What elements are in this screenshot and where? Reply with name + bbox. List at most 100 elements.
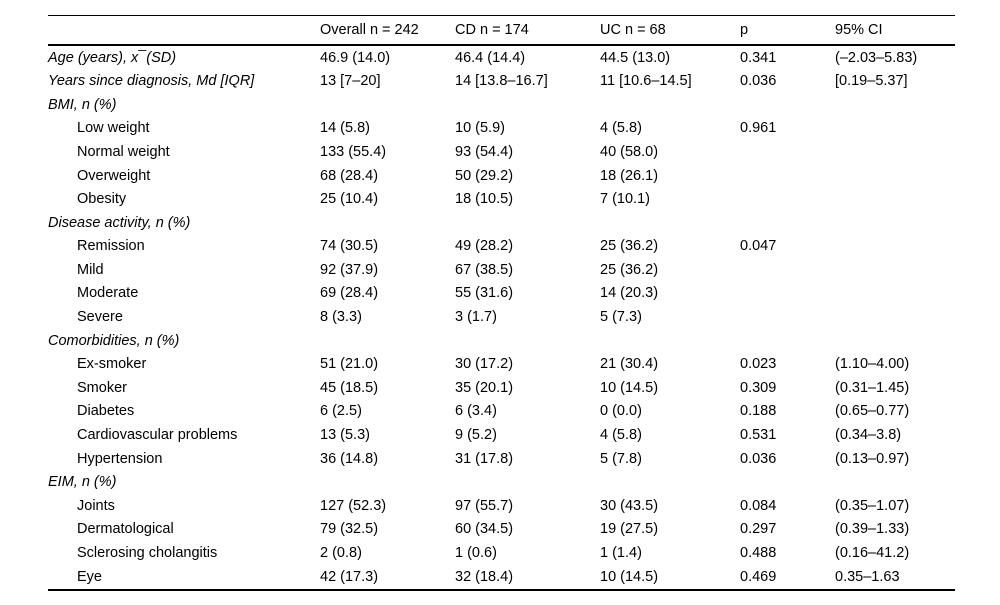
table-row: Comorbidities, n (%) <box>48 329 955 353</box>
cell-value <box>600 329 740 353</box>
cell-value <box>320 93 455 117</box>
cell-value <box>835 235 955 259</box>
cell-value: (0.16–41.2) <box>835 545 910 562</box>
cell-value <box>740 164 835 188</box>
cell-value: 67 (38.5) <box>455 261 514 278</box>
row-label: Comorbidities, n (%) <box>48 332 180 349</box>
table-row: BMI, n (%) <box>48 93 955 117</box>
cell-value: 25 (10.4) <box>320 191 379 208</box>
cell-value: 14 (20.3) <box>600 285 659 302</box>
cell-value: (0.35–1.07) <box>835 497 910 514</box>
cell-value: 0.297 <box>740 521 777 538</box>
cell-value: 21 (30.4) <box>600 356 659 373</box>
table-row: Sclerosing cholangitis 2 (0.8) 1 (0.6) 1 (1… <box>48 541 955 565</box>
cell-value <box>740 306 835 330</box>
row-label: Disease activity, n (%) <box>48 214 191 231</box>
row-label: Sclerosing cholangitis <box>77 545 218 562</box>
cell-value <box>835 140 955 164</box>
cell-value <box>835 164 955 188</box>
cell-value <box>600 93 740 117</box>
cell-value: 25 (36.2) <box>600 261 659 278</box>
cell-value <box>740 93 835 117</box>
cell-value <box>455 329 600 353</box>
row-label: Years since diagnosis, Md [IQR] <box>48 73 255 90</box>
cell-value <box>835 211 955 235</box>
cell-value: 4 (5.8) <box>600 427 642 444</box>
cell-value: 10 (5.9) <box>455 120 505 137</box>
row-label: Eye <box>48 565 320 591</box>
table-row: Low weight 14 (5.8) 10 (5.9) 4 (5.8) 0.961 <box>48 117 955 141</box>
row-label: Obesity <box>77 191 127 208</box>
cell-value: 2 (0.8) <box>320 545 362 562</box>
cell-value: (0.65–0.77) <box>835 403 910 420</box>
row-label: BMI, n (%) <box>48 96 117 113</box>
cell-value: 32 (18.4) <box>455 565 600 591</box>
row-label: Moderate <box>77 285 139 302</box>
cell-value: 0.469 <box>740 565 835 591</box>
cell-value <box>455 211 600 235</box>
patient-characteristics-table: Overall n = 242 CD n = 174 UC n = 68 p 9… <box>48 15 955 591</box>
cell-value: 50 (29.2) <box>455 167 514 184</box>
cell-value: 6 (2.5) <box>320 403 362 420</box>
cell-value: 19 (27.5) <box>600 521 659 538</box>
cell-value: 46.4 (14.4) <box>455 49 526 66</box>
cell-value: [0.19–5.37] <box>835 73 908 90</box>
row-label: Low weight <box>77 120 150 137</box>
table-row: Smoker 45 (18.5) 35 (20.1) 10 (14.5) 0.309 (0… <box>48 376 955 400</box>
row-label: Cardiovascular problems <box>77 427 238 444</box>
cell-value: (0.39–1.33) <box>835 521 910 538</box>
cell-value <box>740 211 835 235</box>
cell-value: 14 (5.8) <box>320 120 370 137</box>
table-row: Joints 127 (52.3) 97 (55.7) 30 (43.5) 0.084 (… <box>48 494 955 518</box>
cell-value: 68 (28.4) <box>320 167 379 184</box>
cell-value <box>740 140 835 164</box>
column-header-overall: Overall n = 242 <box>320 15 455 46</box>
table-row: Eye 42 (17.3) 32 (18.4) 10 (14.5) 0.469 0.35–… <box>48 565 955 591</box>
column-header-ci: 95% CI <box>835 15 955 46</box>
cell-value <box>835 93 955 117</box>
cell-value: 74 (30.5) <box>320 238 379 255</box>
cell-value <box>740 258 835 282</box>
cell-value: 13 (5.3) <box>320 427 370 444</box>
table-row: Ex-smoker 51 (21.0) 30 (17.2) 21 (30.4) 0.02… <box>48 353 955 377</box>
table-row: Moderate 69 (28.4) 55 (31.6) 14 (20.3) <box>48 282 955 306</box>
cell-value <box>835 329 955 353</box>
cell-value <box>740 188 835 212</box>
row-label: Joints <box>77 497 115 514</box>
column-header-p: p <box>740 15 835 46</box>
row-label: Dermatological <box>77 521 174 538</box>
row-label: EIM, n (%) <box>48 474 117 491</box>
cell-value: 4 (5.8) <box>600 120 642 137</box>
row-label: Normal weight <box>77 143 170 160</box>
cell-value: 93 (54.4) <box>455 143 514 160</box>
cell-value: 11 [10.6–14.5] <box>600 73 692 90</box>
cell-value: 51 (21.0) <box>320 356 379 373</box>
column-header-uc: UC n = 68 <box>600 15 740 46</box>
row-label: Ex-smoker <box>77 356 147 373</box>
table-row: Remission 74 (30.5) 49 (28.2) 25 (36.2) 0.04… <box>48 235 955 259</box>
table-row: Overweight 68 (28.4) 50 (29.2) 18 (26.1) <box>48 164 955 188</box>
cell-value <box>600 471 740 495</box>
cell-value: 0.023 <box>740 356 777 373</box>
cell-value: 36 (14.8) <box>320 450 379 467</box>
cell-value <box>835 471 955 495</box>
table-row: Obesity 25 (10.4) 18 (10.5) 7 (10.1) <box>48 188 955 212</box>
cell-value <box>455 93 600 117</box>
cell-value <box>740 329 835 353</box>
cell-value: 18 (26.1) <box>600 167 659 184</box>
row-label: Hypertension <box>77 450 163 467</box>
cell-value: 9 (5.2) <box>455 427 497 444</box>
cell-value: 31 (17.8) <box>455 450 514 467</box>
table-row: Cardiovascular problems 13 (5.3) 9 (5.2) 4 … <box>48 424 955 448</box>
table-row: Diabetes 6 (2.5) 6 (3.4) 0 (0.0) 0.188 (0.65–… <box>48 400 955 424</box>
cell-value: (0.31–1.45) <box>835 379 910 396</box>
cell-value: 30 (43.5) <box>600 497 659 514</box>
cell-value: 0.036 <box>740 73 777 90</box>
cell-value <box>320 211 455 235</box>
cell-value: 8 (3.3) <box>320 309 362 326</box>
cell-value: (–2.03–5.83) <box>835 49 918 66</box>
cell-value: 46.9 (14.0) <box>320 49 391 66</box>
cell-value: (0.34–3.8) <box>835 427 902 444</box>
cell-value: 42 (17.3) <box>320 565 455 591</box>
